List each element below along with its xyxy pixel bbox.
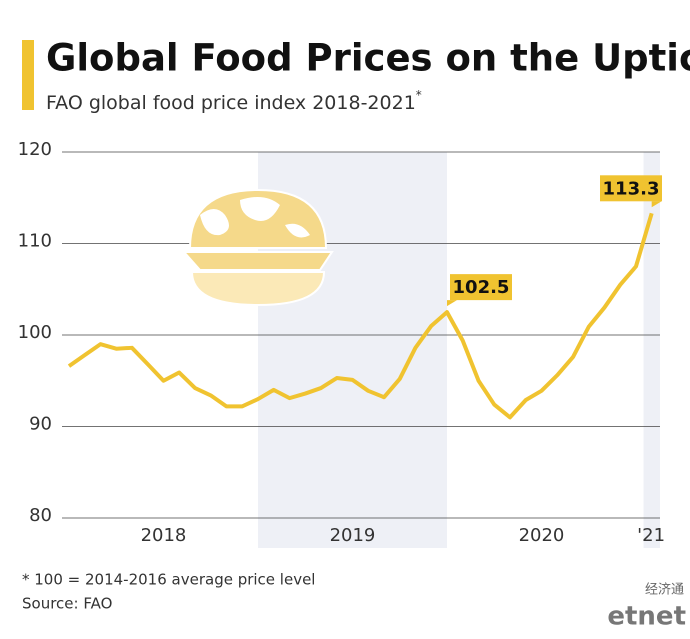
- annotation-pointer: [651, 201, 662, 208]
- title-accent: [22, 40, 34, 110]
- subtitle-mark: *: [416, 88, 422, 102]
- logo-top: 经济通: [645, 583, 684, 598]
- annotation-box: [449, 274, 512, 301]
- y-tick-label: 120: [18, 139, 52, 160]
- plot-area: 80 90 100 110 120 2018 2019 2020 '21 102.5 113.3: [18, 139, 665, 548]
- x-tick-label: 2018: [141, 525, 187, 546]
- chart-subtitle: FAO global food price index 2018-2021*: [46, 88, 422, 114]
- annotation-label: 102.5: [453, 277, 510, 298]
- chart-title: Global Food Prices on the Uptick: [46, 37, 690, 80]
- y-tick-label: 110: [18, 231, 52, 252]
- x-tick-label: 2019: [330, 525, 376, 546]
- annotation-box: [600, 175, 662, 202]
- logo-bottom: etnet: [607, 602, 686, 632]
- y-tick-label: 80: [29, 505, 52, 526]
- data-line: [67, 212, 654, 420]
- x-tick-label: '21: [637, 525, 665, 546]
- y-tick-label: 90: [29, 414, 52, 435]
- y-tick-label: 100: [18, 322, 52, 343]
- shaded-range: [643, 152, 660, 548]
- annotation-label: 113.3: [603, 178, 660, 199]
- annotation-pointer: [446, 300, 457, 307]
- x-tick-label: 2020: [519, 525, 565, 546]
- source: Source: FAO: [22, 595, 112, 613]
- burger-icon: [181, 188, 334, 307]
- subtitle-text: FAO global food price index 2018-2021: [46, 92, 416, 114]
- footnote: * 100 = 2014-2016 average price level: [22, 571, 315, 589]
